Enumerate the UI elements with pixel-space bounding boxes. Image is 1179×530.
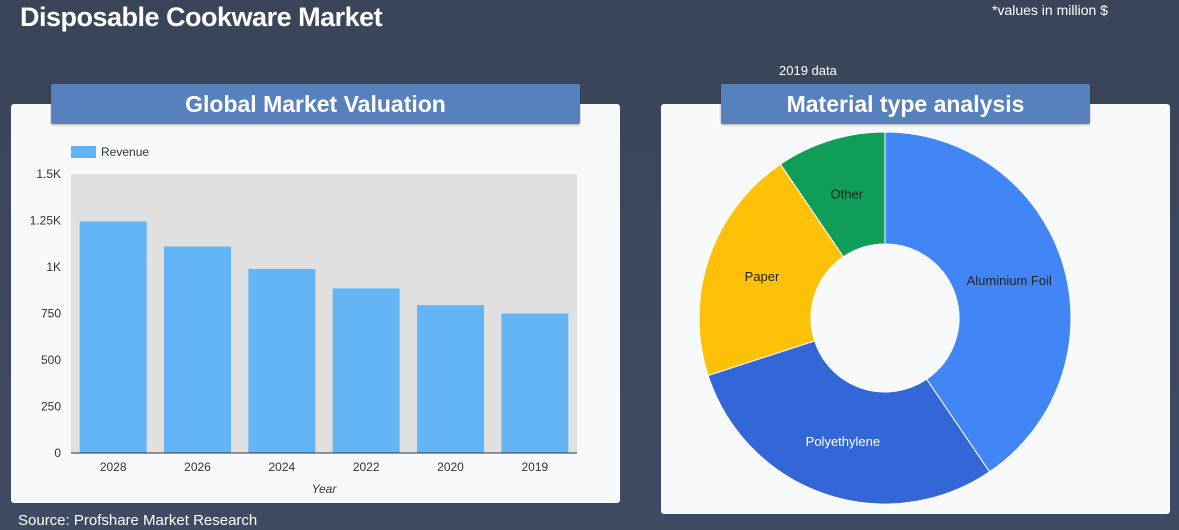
- market-valuation-title: Global Market Valuation: [51, 84, 580, 124]
- bar: [164, 246, 231, 453]
- x-axis-title: Year: [312, 482, 338, 496]
- legend-label: Revenue: [101, 145, 149, 159]
- x-tick-label: 2019: [521, 460, 548, 474]
- bar: [79, 221, 147, 453]
- y-tick-label: 500: [41, 353, 61, 367]
- donut-slice: [707, 340, 991, 505]
- x-tick-label: 2028: [100, 460, 127, 474]
- x-tick-label: 2024: [268, 460, 295, 474]
- bar: [501, 313, 569, 453]
- page-title: Disposable Cookware Market: [20, 2, 383, 32]
- legend-swatch: [71, 146, 96, 158]
- y-tick-label: 0: [54, 446, 61, 460]
- market-valuation-card: 0 250 500 750 1K 1.25K 1.5K 2028 2026 2024 2022 202…: [11, 104, 620, 503]
- x-tick-label: 2026: [184, 460, 211, 474]
- plot-area: [71, 174, 577, 453]
- bar: [332, 288, 400, 453]
- y-tick-label: 250: [41, 400, 61, 414]
- data-year-note: 2019 data: [779, 63, 837, 78]
- slice-label: Aluminium Foil: [967, 273, 1052, 288]
- y-tick-label: 1.25K: [30, 214, 61, 228]
- slice-label: Polyethylene: [806, 434, 880, 449]
- y-tick-label: 750: [41, 307, 61, 321]
- donut-chart: Aluminium Foil Polyethylene Paper Other: [698, 131, 1072, 505]
- material-analysis-card: Aluminium Foil Polyethylene Paper Other: [661, 104, 1170, 514]
- donut-slice: [779, 131, 886, 258]
- slice-label: Other: [831, 187, 864, 202]
- y-tick-label: 1K: [46, 260, 61, 274]
- slice-label: Paper: [745, 269, 780, 284]
- x-tick-label: 2020: [437, 460, 464, 474]
- x-tick-label: 2022: [353, 460, 380, 474]
- source-note: Source: Profshare Market Research: [18, 512, 258, 529]
- material-analysis-title: Material type analysis: [721, 84, 1090, 124]
- donut-slice: [884, 131, 1072, 473]
- donut-slice: [698, 163, 845, 377]
- y-tick-label: 1.5K: [36, 167, 61, 181]
- bar: [248, 268, 316, 453]
- units-note: *values in million $: [992, 2, 1108, 18]
- bar-chart: 0 250 500 750 1K 1.25K 1.5K 2028 2026 2024 2022 202…: [30, 145, 577, 496]
- bar: [417, 305, 484, 453]
